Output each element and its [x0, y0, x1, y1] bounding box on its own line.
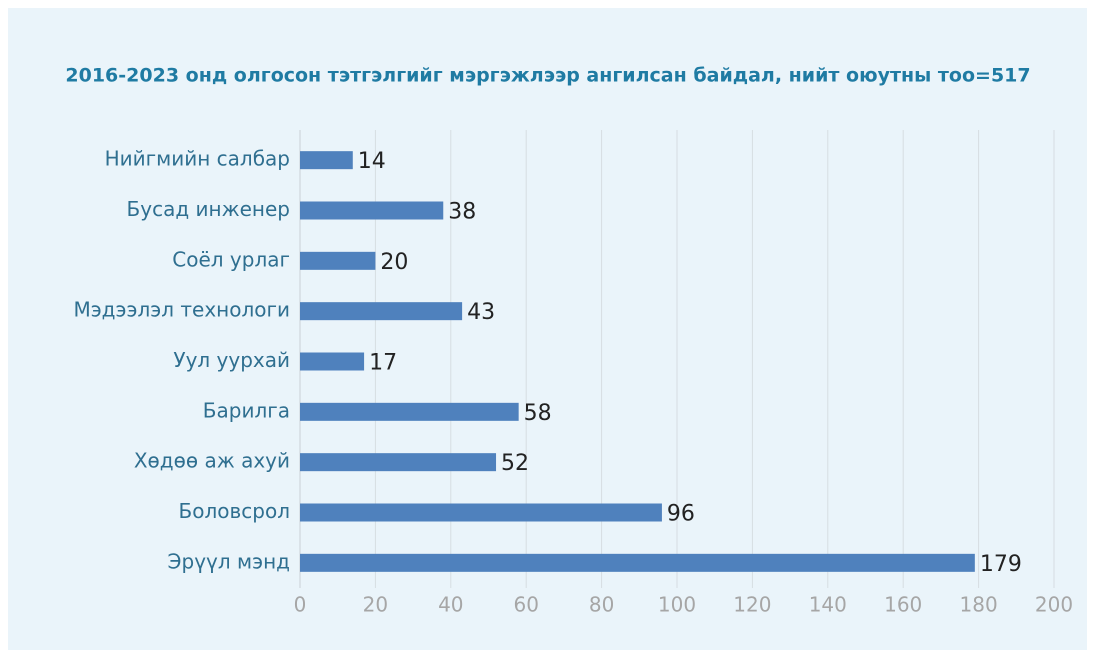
bar	[300, 302, 463, 321]
value-label: 43	[467, 300, 495, 325]
value-label: 96	[667, 502, 695, 527]
bar	[300, 251, 376, 270]
x-tick-label: 20	[363, 593, 388, 617]
x-tick-label: 160	[884, 593, 922, 617]
x-tick-label: 100	[658, 593, 696, 617]
x-tick-label: 200	[1035, 593, 1073, 617]
x-tick-label: 0	[294, 593, 307, 617]
x-tick-label: 140	[809, 593, 847, 617]
x-tick-label: 40	[438, 593, 463, 617]
bar	[300, 553, 975, 572]
x-tick-label: 60	[513, 593, 538, 617]
x-tick-label: 180	[960, 593, 998, 617]
value-label: 20	[380, 250, 408, 275]
value-label: 14	[358, 149, 386, 174]
value-label: 179	[980, 552, 1022, 577]
y-tick-label: Эрүүл мэнд	[168, 549, 290, 573]
y-tick-label: Уул уурхай	[173, 348, 290, 372]
y-tick-label: Барилга	[203, 398, 290, 422]
bar	[300, 151, 353, 170]
value-label: 17	[369, 351, 397, 376]
value-label: 38	[448, 200, 476, 225]
bar	[300, 402, 519, 421]
value-label: 58	[524, 401, 552, 426]
x-tick-label: 80	[589, 593, 614, 617]
y-tick-label: Нийгмийн салбар	[105, 147, 290, 171]
chart-title: 2016-2023 онд олгосон тэтгэлгийг мэргэжл…	[65, 65, 1030, 87]
bar	[300, 352, 365, 371]
panel	[8, 8, 1087, 650]
bar	[300, 503, 662, 522]
y-tick-label: Соёл урлаг	[172, 247, 290, 271]
y-tick-label: Мэдээлэл технологи	[73, 298, 290, 322]
x-tick-label: 120	[733, 593, 771, 617]
bar	[300, 453, 497, 472]
y-tick-label: Бусад инженер	[127, 197, 290, 221]
value-label: 52	[501, 451, 529, 476]
bar	[300, 201, 444, 220]
y-tick-label: Хөдөө аж ахуй	[134, 449, 290, 473]
y-tick-label: Боловсрол	[179, 499, 290, 523]
